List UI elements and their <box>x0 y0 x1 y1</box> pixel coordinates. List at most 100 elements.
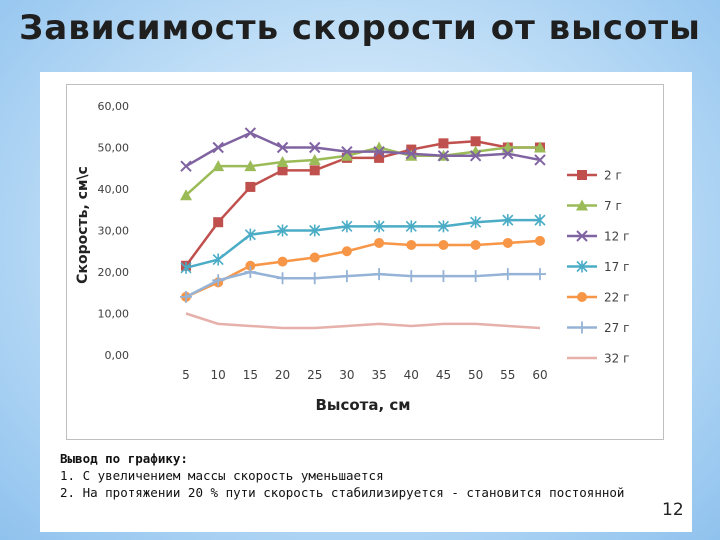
data-point <box>405 220 417 233</box>
data-point <box>276 141 289 154</box>
data-point <box>180 160 192 172</box>
data-point <box>534 141 546 153</box>
data-point <box>244 228 256 241</box>
x-tick-label: 5 <box>182 368 190 382</box>
line-chart: 0,00 10,00 20,00 30,00 40,00 50,00 60,00 5 10 15 2… <box>75 100 629 414</box>
data-point <box>309 165 320 176</box>
data-point <box>438 138 449 149</box>
data-point <box>341 246 352 257</box>
data-point <box>340 149 353 161</box>
chart-area: 0,00 10,00 20,00 30,00 40,00 50,00 60,00 5 10 15 2… <box>66 84 664 440</box>
series-line <box>185 131 541 168</box>
data-point <box>405 270 418 283</box>
series-line <box>184 140 540 267</box>
y-tick-label: 60,00 <box>98 100 130 113</box>
data-point <box>406 144 417 155</box>
legend-label: 7 г <box>604 199 622 213</box>
legend-marker <box>576 321 588 334</box>
data-point <box>469 150 482 162</box>
data-point <box>534 154 546 166</box>
data-point <box>502 214 514 227</box>
data-point <box>341 220 353 233</box>
legend-marker <box>577 170 587 180</box>
data-point <box>340 270 353 283</box>
data-point <box>535 235 545 246</box>
data-point <box>470 136 481 147</box>
data-point <box>374 237 385 248</box>
data-point <box>438 240 449 251</box>
y-tick-label: 50,00 <box>98 142 130 155</box>
data-point <box>502 148 514 160</box>
data-point <box>212 141 224 154</box>
x-tick-label: 10 <box>211 368 226 382</box>
data-point <box>245 260 256 271</box>
data-point <box>180 189 192 201</box>
data-point <box>374 152 385 163</box>
legend-marker <box>576 199 588 211</box>
legend-marker <box>577 292 587 302</box>
conclusion-item-1: 1. С увеличением массы скорость уменьшае… <box>60 468 384 483</box>
y-tick-label: 20,00 <box>98 266 130 279</box>
data-point <box>180 290 192 303</box>
y-tick-label: 10,00 <box>98 308 130 321</box>
x-tick-label: 35 <box>371 368 386 382</box>
data-point <box>308 153 321 165</box>
data-point <box>309 252 320 263</box>
data-point <box>212 274 225 287</box>
data-point <box>244 127 257 139</box>
conclusion-heading: Вывод по графику: <box>60 451 188 466</box>
x-tick-label: 50 <box>468 368 483 382</box>
legend-label: 32 г <box>604 352 629 366</box>
legend-label: 17 г <box>604 260 629 274</box>
series-line <box>185 312 541 330</box>
slide-title: Зависимость скорости от высоты <box>19 8 701 48</box>
y-tick-label: 40,00 <box>98 183 130 196</box>
data-point <box>309 224 321 237</box>
data-point <box>276 272 289 285</box>
data-point <box>212 253 224 266</box>
data-point <box>534 268 546 281</box>
data-point <box>405 148 417 160</box>
data-point <box>470 240 481 251</box>
page-number: 12 <box>662 500 684 520</box>
x-tick-label: 45 <box>436 368 451 382</box>
data-point <box>437 220 450 233</box>
data-point <box>244 266 257 278</box>
data-point <box>437 150 450 162</box>
series-line <box>185 239 541 299</box>
content-panel: 0,00 10,00 20,00 30,00 40,00 50,00 60,00 5 10 15 2… <box>40 72 692 532</box>
y-axis-title: Скорость, см\с <box>75 166 91 284</box>
x-tick-label: 55 <box>500 368 515 382</box>
series-line <box>185 270 540 299</box>
data-point <box>245 181 256 192</box>
data-point <box>309 141 321 154</box>
conclusion-block: Вывод по графику: 1. С увеличением массы… <box>60 450 680 501</box>
x-tick-label: 20 <box>275 368 290 382</box>
data-point <box>244 160 257 172</box>
data-point <box>501 268 514 281</box>
data-point <box>470 216 482 229</box>
legend-label: 27 г <box>604 321 629 335</box>
data-point <box>373 268 386 281</box>
data-point <box>502 237 513 248</box>
data-point <box>534 214 546 227</box>
data-point <box>373 220 385 233</box>
x-tick-label: 15 <box>243 368 258 382</box>
data-point <box>406 240 417 251</box>
x-tick-label: 60 <box>532 368 547 382</box>
data-point <box>373 145 385 158</box>
legend-marker <box>576 230 588 242</box>
data-point <box>277 256 288 267</box>
data-point <box>213 217 224 228</box>
data-point <box>437 270 450 283</box>
x-axis-title: Высота, см <box>315 396 410 414</box>
x-tick-label: 40 <box>404 368 419 382</box>
y-tick-label: 30,00 <box>98 225 130 238</box>
conclusion-item-2: 2. На протяжении 20 % пути скорость стаб… <box>60 485 625 500</box>
data-point <box>469 270 482 283</box>
data-point <box>277 165 288 176</box>
series-line <box>185 218 540 270</box>
data-point <box>212 160 225 172</box>
data-point <box>180 261 192 274</box>
data-point <box>276 156 289 168</box>
